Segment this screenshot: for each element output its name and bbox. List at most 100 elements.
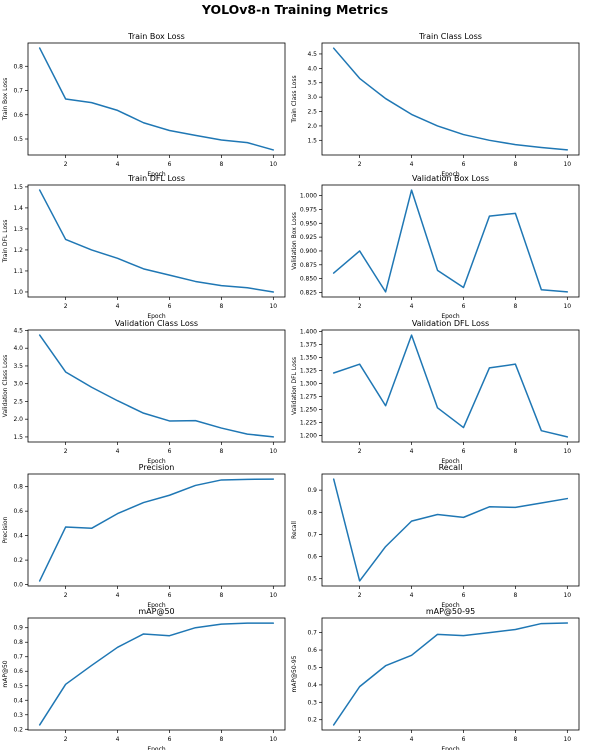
plot-area xyxy=(321,329,580,443)
x-tick-label: 10 xyxy=(563,448,571,455)
x-axis-label: Epoch xyxy=(441,746,460,750)
y-tick-label: 1.3 xyxy=(13,226,23,233)
y-tick-label: 0.3 xyxy=(13,712,23,719)
y-axis-label: Train Class Loss xyxy=(291,75,298,123)
y-tick-label: 0.950 xyxy=(300,220,317,227)
x-tick-label: 6 xyxy=(168,592,172,599)
y-tick-label: 0.8 xyxy=(13,63,23,70)
x-tick-label: 10 xyxy=(269,303,277,310)
series-line xyxy=(38,189,275,293)
y-tick-label: 1.400 xyxy=(300,328,317,335)
y-tick-label: 0.6 xyxy=(13,668,23,675)
chart-title: Train Class Loss xyxy=(418,32,482,41)
y-tick-label: 4.0 xyxy=(307,65,317,72)
y-axis-label: Recall xyxy=(291,521,298,539)
x-tick-label: 4 xyxy=(410,161,414,168)
chart-4: Validation Box Loss 2 4 6 8 10 0.825 0.850 0.875… xyxy=(291,174,580,320)
plot-area xyxy=(27,617,286,731)
x-tick-label: 10 xyxy=(563,161,571,168)
x-tick-label: 8 xyxy=(513,303,517,310)
y-tick-label: 3.5 xyxy=(13,363,23,370)
y-axis-label: Validation Box Loss xyxy=(291,212,298,270)
chart-6: Validation DFL Loss 2 4 6 8 10 1.200 1.225 1.250… xyxy=(291,319,580,465)
chart-title: Recall xyxy=(439,463,463,472)
y-tick-label: 0.2 xyxy=(13,557,23,564)
y-axis-label: mAP@50 xyxy=(2,660,9,687)
y-tick-label: 0.6 xyxy=(307,647,317,654)
y-tick-label: 1.0 xyxy=(13,289,23,296)
x-tick-label: 6 xyxy=(462,736,466,743)
chart-title: mAP@50-95 xyxy=(426,607,475,616)
x-tick-label: 10 xyxy=(563,303,571,310)
y-tick-label: 0.3 xyxy=(307,699,317,706)
y-tick-label: 1.200 xyxy=(300,432,317,439)
x-tick-label: 4 xyxy=(410,592,414,599)
chart-3: Train DFL Loss 2 4 6 8 10 1.0 1.1 1.2 1.3 1.4 1.5 Ep… xyxy=(2,174,286,320)
chart-7: Precision 2 4 6 8 10 0.0 0.2 0.4 0.6 0.8 Epoch Preci… xyxy=(2,463,286,609)
y-tick-label: 0.7 xyxy=(307,531,317,538)
x-tick-label: 2 xyxy=(358,448,362,455)
x-tick-label: 4 xyxy=(116,161,120,168)
chart-1: Train Box Loss 2 4 6 8 10 0.5 0.6 0.7 0.8 Epoch Tra… xyxy=(2,32,286,178)
x-axis-label: Epoch xyxy=(441,602,460,609)
series-line xyxy=(38,622,275,726)
x-tick-label: 8 xyxy=(513,592,517,599)
y-tick-label: 1.250 xyxy=(300,406,317,413)
x-tick-label: 4 xyxy=(116,448,120,455)
plot-area xyxy=(27,473,286,587)
x-tick-label: 6 xyxy=(168,448,172,455)
plot-area xyxy=(27,42,286,156)
series-line xyxy=(332,478,569,582)
x-tick-label: 10 xyxy=(563,736,571,743)
x-tick-label: 2 xyxy=(358,303,362,310)
y-tick-label: 0.6 xyxy=(307,554,317,561)
y-tick-label: 4.0 xyxy=(13,345,23,352)
plot-area xyxy=(27,329,286,443)
series-line xyxy=(38,47,275,151)
x-tick-label: 8 xyxy=(513,736,517,743)
x-tick-label: 8 xyxy=(219,448,223,455)
x-axis-label: Epoch xyxy=(147,746,166,750)
chart-5: Validation Class Loss 2 4 6 8 10 1.5 2.0 2.5 3.0 3… xyxy=(2,319,286,465)
chart-title: mAP@50 xyxy=(138,607,174,616)
y-tick-label: 3.5 xyxy=(307,80,317,87)
y-axis-label: Validation DFL Loss xyxy=(291,357,298,415)
y-tick-label: 0.7 xyxy=(13,654,23,661)
y-tick-label: 1.5 xyxy=(307,137,317,144)
y-tick-label: 1.5 xyxy=(13,184,23,191)
y-tick-label: 0.850 xyxy=(300,276,317,283)
y-tick-label: 0.975 xyxy=(300,206,317,213)
x-tick-label: 6 xyxy=(462,303,466,310)
y-tick-label: 3.0 xyxy=(13,381,23,388)
x-tick-label: 2 xyxy=(64,592,68,599)
y-tick-label: 0.825 xyxy=(300,289,317,296)
y-tick-label: 1.1 xyxy=(13,268,23,275)
y-tick-label: 1.000 xyxy=(300,193,317,200)
chart-8: Recall 2 4 6 8 10 0.5 0.6 0.7 0.8 0.9 Epoch Recall xyxy=(291,463,580,609)
x-axis-label: Epoch xyxy=(147,171,166,178)
x-tick-label: 8 xyxy=(513,448,517,455)
y-tick-label: 0.5 xyxy=(307,664,317,671)
series-line xyxy=(38,478,275,582)
x-tick-label: 10 xyxy=(269,736,277,743)
x-tick-label: 10 xyxy=(269,592,277,599)
y-tick-label: 0.5 xyxy=(13,136,23,143)
chart-title: Validation DFL Loss xyxy=(412,319,489,328)
y-tick-label: 0.6 xyxy=(13,508,23,515)
y-tick-label: 3.0 xyxy=(307,94,317,101)
chart-title: Train Box Loss xyxy=(127,32,185,41)
y-axis-label: Precision xyxy=(2,516,9,543)
x-tick-label: 10 xyxy=(269,161,277,168)
x-tick-label: 6 xyxy=(462,592,466,599)
x-tick-label: 2 xyxy=(64,736,68,743)
y-tick-label: 0.8 xyxy=(307,509,317,516)
y-tick-label: 0.4 xyxy=(307,682,317,689)
y-tick-label: 1.5 xyxy=(13,434,23,441)
series-line xyxy=(332,189,569,293)
x-tick-label: 6 xyxy=(462,448,466,455)
chart-title: Train DFL Loss xyxy=(127,174,185,183)
x-tick-label: 6 xyxy=(168,303,172,310)
plot-area xyxy=(321,617,580,731)
y-tick-label: 0.7 xyxy=(307,630,317,637)
